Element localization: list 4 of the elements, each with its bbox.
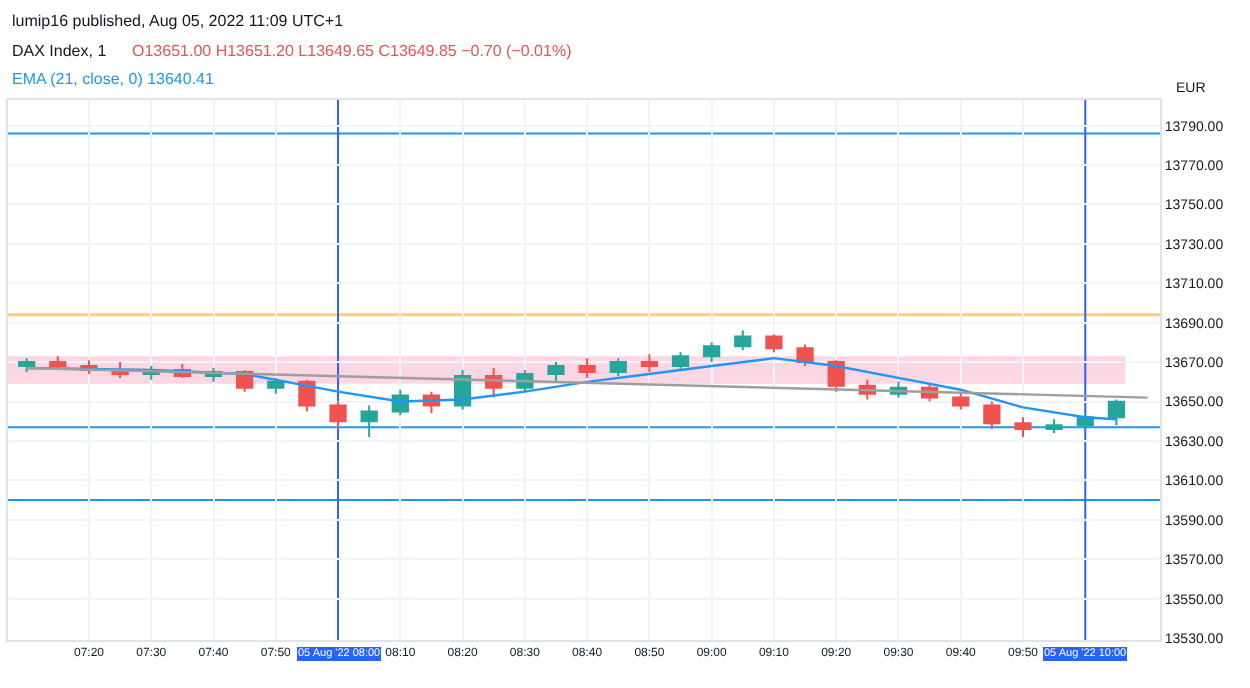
chart-subtitle: lumip16 published, Aug 05, 2022 11:09 UTC+1 <box>12 12 345 30</box>
text: EMA (21, close, 0) 13640.41 <box>12 70 215 88</box>
chart-title: DAX Index, 1 <box>12 42 108 60</box>
text: O13651.00 H13651.20 L13649.65 C13649.85 −0.70 (−0.01%) <box>132 42 573 60</box>
